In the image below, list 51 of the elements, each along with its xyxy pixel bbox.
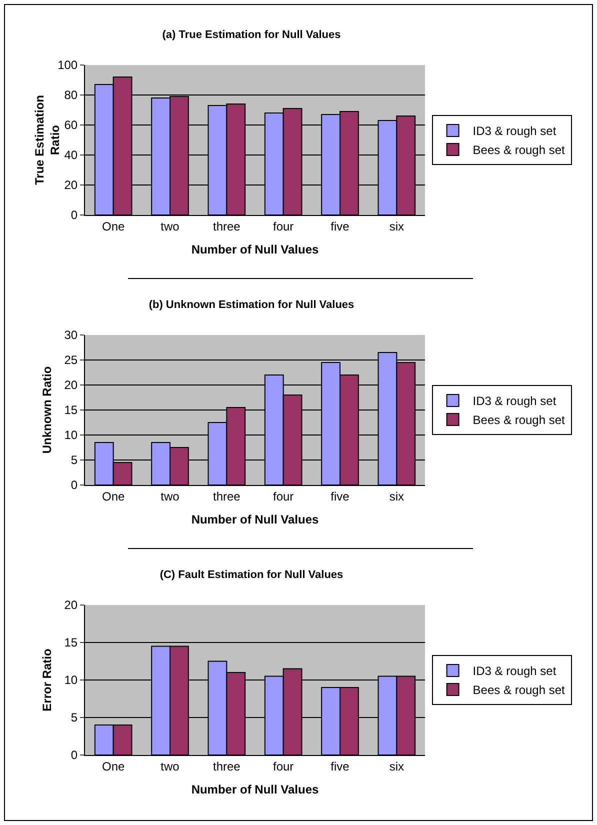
y-tick-label: 10 — [64, 428, 78, 442]
y-tick-label: 0 — [70, 748, 78, 762]
chart-title: (a) True Estimation for Null Values — [162, 28, 341, 41]
x-tick-label: two — [160, 489, 180, 504]
x-tick-label: three — [212, 219, 241, 234]
legend-label: Bees & rough set — [472, 683, 566, 698]
legend-label: Bees & rough set — [472, 413, 566, 428]
x-axis-title: Number of Null Values — [191, 782, 320, 796]
y-axis-title: Error Ratio — [40, 648, 54, 712]
x-tick-label: two — [160, 759, 180, 774]
y-tick-label: 20 — [64, 378, 78, 392]
x-tick-label: five — [330, 759, 350, 774]
y-tick-label: 20 — [64, 598, 78, 612]
x-tick-label: four — [272, 759, 294, 774]
y-tick-label: 100 — [58, 58, 78, 72]
y-axis-title: True Estimation Ratio — [32, 94, 62, 186]
x-tick-label: six — [389, 489, 404, 504]
y-tick-label: 5 — [70, 453, 78, 468]
x-tick-label: four — [272, 489, 294, 504]
x-tick-label: three — [212, 759, 241, 774]
chart-title: (C) Fault Estimation for Null Values — [160, 568, 344, 581]
x-tick-label: One — [102, 489, 125, 504]
y-tick-label: 5 — [70, 710, 78, 725]
x-tick-label: One — [102, 759, 125, 774]
legend-label: ID3 & rough set — [472, 124, 557, 138]
y-tick-label: 0 — [70, 478, 78, 492]
x-tick-label: six — [389, 219, 404, 234]
x-axis-title: Number of Null Values — [191, 512, 320, 526]
x-axis-title: Number of Null Values — [191, 242, 320, 256]
y-tick-label: 15 — [64, 403, 78, 418]
x-tick-label: One — [102, 219, 125, 234]
x-tick-label: two — [160, 219, 180, 234]
y-axis-title: Unknown Ratio — [40, 366, 54, 454]
legend-label: Bees & rough set — [472, 143, 566, 158]
y-tick-label: 30 — [64, 328, 78, 342]
y-tick-label: 60 — [64, 118, 78, 132]
y-tick-label: 20 — [64, 178, 78, 192]
y-tick-label: 25 — [64, 353, 78, 368]
y-tick-label: 0 — [70, 208, 78, 222]
y-tick-label: 80 — [64, 88, 78, 102]
legend-label: ID3 & rough set — [472, 394, 557, 408]
legend-label: ID3 & rough set — [472, 664, 557, 678]
x-tick-label: five — [330, 219, 350, 234]
x-tick-label: five — [330, 489, 350, 504]
x-tick-label: six — [389, 759, 404, 774]
y-tick-label: 10 — [64, 673, 78, 688]
chart-title: (b) Unknown Estimation for Null Values — [148, 298, 354, 311]
x-tick-label: three — [212, 489, 241, 504]
y-tick-label: 40 — [64, 148, 78, 162]
y-tick-label: 15 — [64, 636, 78, 650]
x-tick-label: four — [272, 219, 294, 234]
